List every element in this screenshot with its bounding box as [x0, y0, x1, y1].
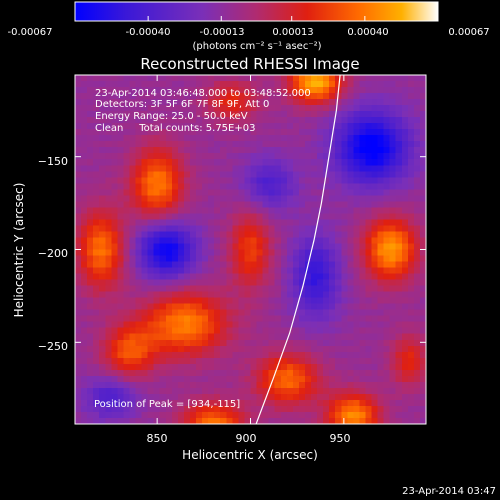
y-tick-label-minus200: −200 [38, 247, 68, 260]
colorbar-ticks [74, 16, 439, 21]
solar-limb-line [255, 74, 341, 425]
heatmap-raster [75, 75, 426, 424]
footer-timestamp: 23-Apr-2014 03:47 [402, 486, 496, 497]
annotation-peak-position: Position of Peak = [934,-115] [94, 399, 240, 410]
x-tick-label-850: 850 [147, 432, 168, 445]
colorbar: -0.00067 -0.00040 -0.00013 0.00013 0.000… [8, 1, 490, 52]
colorbar-tick-label-2: -0.00013 [200, 27, 245, 38]
annotation-block: 23-Apr-2014 03:46:48.000 to 03:48:52.000… [95, 88, 311, 134]
colorbar-unit-label: (photons cm⁻² s⁻¹ asec⁻²) [192, 41, 321, 52]
colorbar-gradient [74, 1, 439, 22]
annotation-method-counts: Clean Total counts: 5.75E+03 [95, 123, 255, 134]
heatmap-image [75, 75, 426, 424]
y-tick-label-minus150: −150 [38, 155, 68, 168]
x-tick-label-900: 900 [236, 432, 257, 445]
y-tick-label-minus250: −250 [38, 340, 68, 353]
annotation-energy: Energy Range: 25.0 - 50.0 keV [95, 111, 248, 122]
colorbar-tick-label-0: -0.00067 [8, 27, 53, 38]
axis-ticks [75, 75, 426, 424]
colorbar-tick-label-1: -0.00040 [126, 27, 171, 38]
annotation-detectors: Detectors: 3F 5F 6F 7F 8F 9F, Att 0 [95, 99, 269, 110]
chart-title: Reconstructed RHESSI Image [140, 55, 359, 73]
x-tick-label-950: 950 [330, 432, 351, 445]
annotation-time-range: 23-Apr-2014 03:46:48.000 to 03:48:52.000 [95, 88, 311, 99]
colorbar-tick-label-3: 0.00013 [272, 27, 313, 38]
colorbar-tick-label-4: 0.00040 [347, 27, 388, 38]
y-axis-label: Heliocentric Y (arcsec) [12, 183, 26, 318]
x-axis-label: Heliocentric X (arcsec) [182, 448, 318, 462]
colorbar-tick-label-5: 0.00067 [448, 27, 489, 38]
